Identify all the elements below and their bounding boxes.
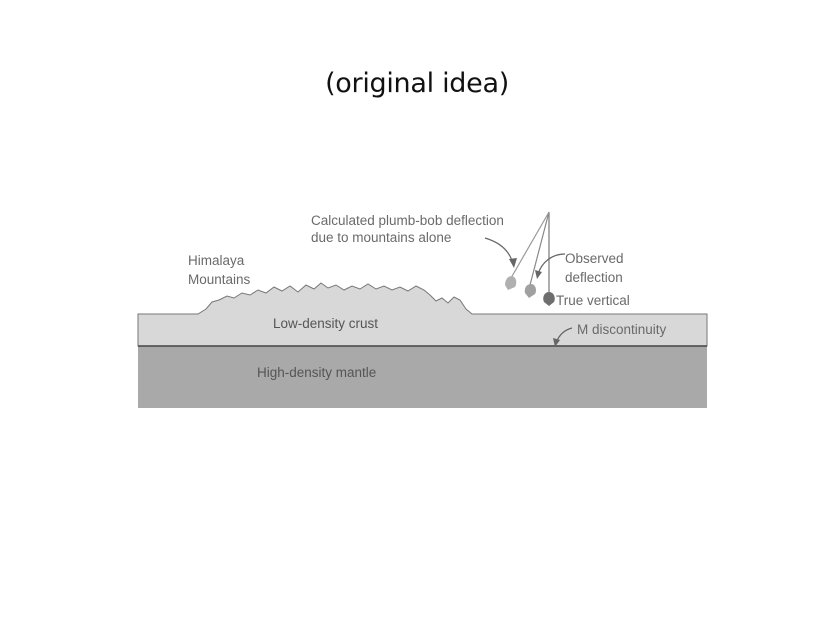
mountains-label-line1: Himalaya (188, 253, 245, 268)
observed-arrowhead (535, 270, 542, 279)
calculated-deflection-string (510, 211, 550, 279)
crust-layer (137, 282, 708, 347)
calculated-deflection-bob (505, 276, 517, 290)
m-discontinuity-arrowhead (553, 338, 560, 347)
observed-deflection-bob (524, 284, 536, 298)
mountains-label-line2: Mountains (188, 272, 251, 287)
crust-label: Low-density crust (273, 316, 378, 331)
slide-title: (original idea) (325, 68, 509, 99)
calculated-deflection-label-line1: Calculated plumb-bob deflection (311, 213, 504, 228)
observed-deflection-label-line2: deflection (565, 270, 623, 285)
observed-deflection-label-line1: Observed (565, 251, 624, 266)
true-vertical-label: True vertical (556, 293, 630, 308)
mantle-layer (138, 346, 707, 408)
m-discontinuity-label: M discontinuity (577, 322, 667, 337)
calculated-deflection-label-line2: due to mountains alone (311, 230, 451, 245)
calculated-arrowhead (509, 258, 517, 268)
calculated-leader-arrow (484, 237, 514, 265)
true-vertical-bob (543, 292, 555, 306)
mantle-label: High-density mantle (257, 365, 376, 380)
observed-deflection-string (529, 211, 550, 286)
observed-leader-arrow (537, 253, 566, 275)
